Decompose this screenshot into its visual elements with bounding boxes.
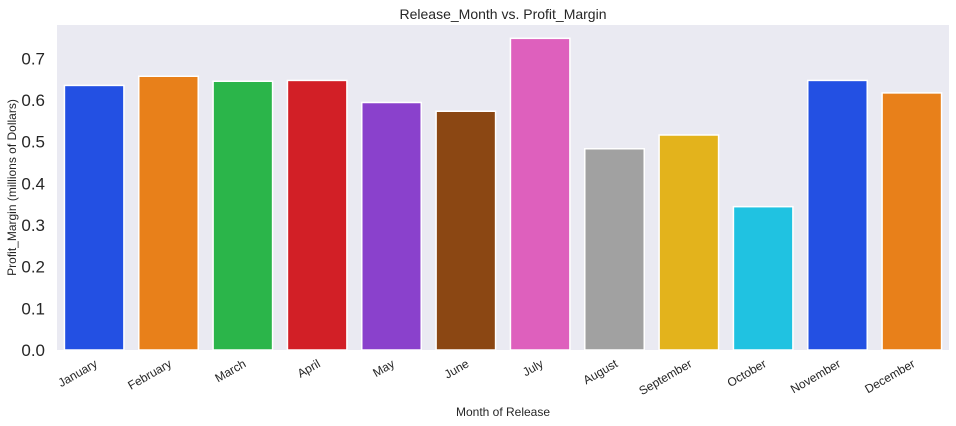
y-tick-label: 0.4 <box>21 174 45 193</box>
x-tick-label: January <box>56 356 100 389</box>
y-tick-label: 0.3 <box>21 216 45 235</box>
y-tick-label: 0.1 <box>21 299 45 318</box>
x-tick-label: August <box>581 356 621 387</box>
bar-may <box>361 101 422 351</box>
y-tick-label: 0.5 <box>21 133 45 152</box>
x-tick-label: December <box>862 356 917 396</box>
plot-background <box>57 25 949 350</box>
x-tick-label: November <box>788 356 843 396</box>
x-tick-label: May <box>370 356 397 379</box>
x-tick-label: September <box>636 356 694 397</box>
y-tick-label: 0.6 <box>21 91 45 110</box>
y-tick-label: 0.7 <box>21 49 45 68</box>
x-tick-label: March <box>212 356 248 385</box>
chart-title: Release_Month vs. Profit_Margin <box>400 6 607 22</box>
x-axis-label: Month of Release <box>456 405 550 419</box>
y-tick-label: 0.0 <box>21 341 45 360</box>
bar-november <box>807 79 868 351</box>
x-tick-label: June <box>442 356 472 381</box>
bar-october <box>732 205 794 351</box>
bar-december <box>881 92 943 351</box>
bar-june <box>435 110 497 351</box>
x-axis: January February March April May June July Augu… <box>56 356 918 398</box>
bars <box>63 37 943 351</box>
bar-september <box>658 134 720 351</box>
x-tick-label: February <box>125 356 174 392</box>
y-tick-label: 0.2 <box>21 258 45 277</box>
bar-july <box>509 37 571 351</box>
x-tick-label: July <box>520 356 545 379</box>
bar-august <box>584 148 645 351</box>
bar-january <box>63 84 125 351</box>
y-axis-label: Profit_Margin (millions of Dollars) <box>5 99 19 276</box>
bar-march <box>212 80 274 351</box>
x-tick-label: October <box>725 356 769 389</box>
bar-february <box>138 75 199 351</box>
y-axis: 0.0 0.1 0.2 0.3 0.4 0.5 0.6 0.7 <box>21 49 45 360</box>
x-tick-label: April <box>295 356 323 380</box>
bar-april <box>286 79 348 351</box>
